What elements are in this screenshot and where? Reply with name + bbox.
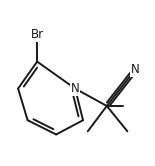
- Text: N: N: [131, 63, 140, 76]
- Text: N: N: [71, 82, 80, 95]
- Text: Br: Br: [31, 28, 44, 41]
